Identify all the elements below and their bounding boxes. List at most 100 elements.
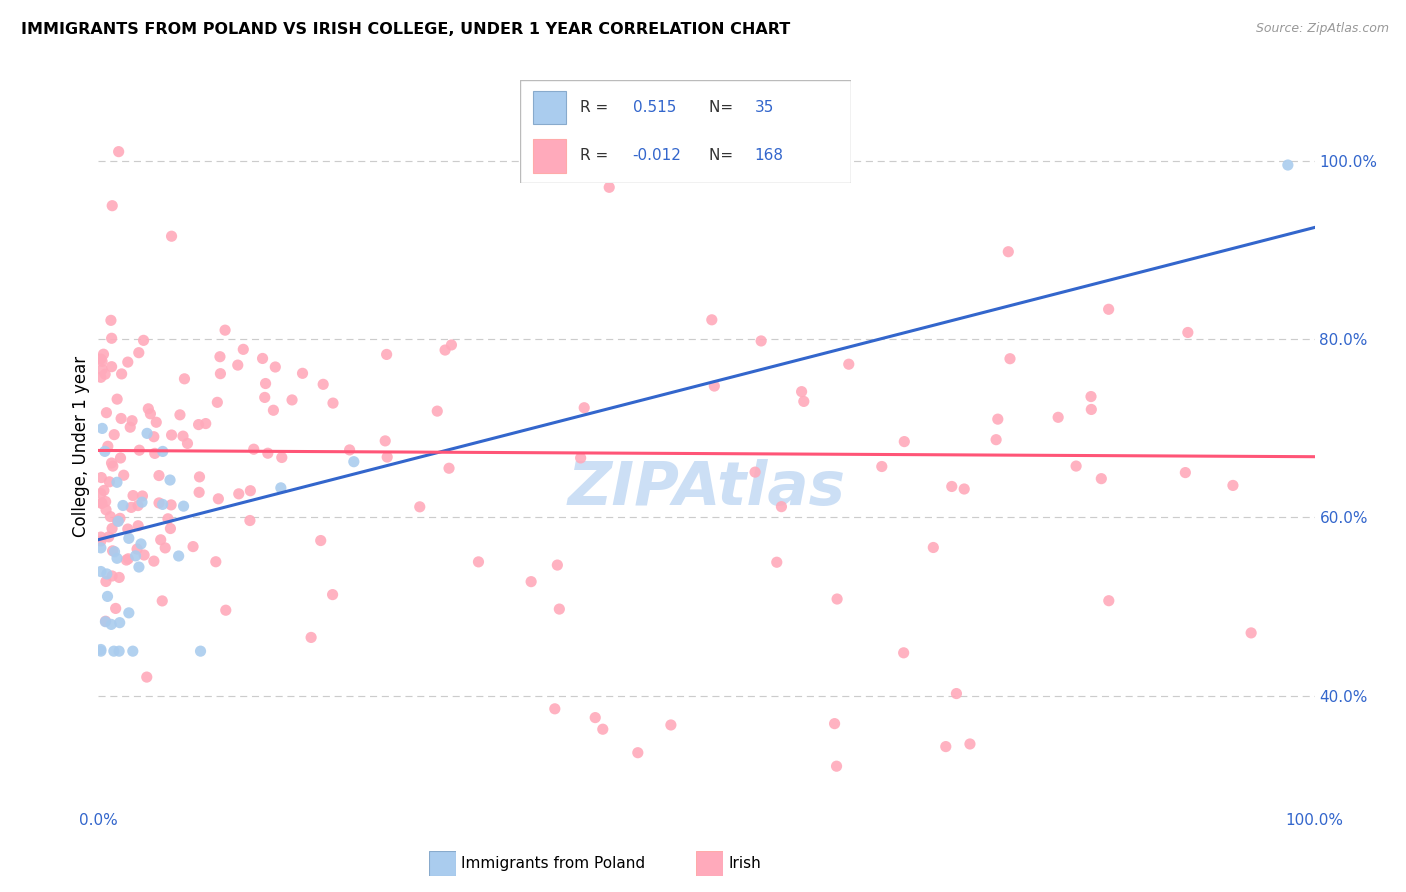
Bar [533,139,567,173]
Point [120,500,142,515]
Point [159,522,181,536]
Point [426,404,449,418]
Point [94,502,117,516]
Point [108,615,131,630]
Point [128,345,150,359]
Point [188,485,211,500]
Point [434,343,457,357]
Point [256,446,278,460]
Point [128,560,150,574]
Point [118,606,141,620]
Point [765,555,787,569]
Point [299,631,322,645]
Point [90,486,112,500]
Point [121,644,143,658]
Text: N=: N= [709,148,738,163]
Point [132,548,155,562]
Text: 0.515: 0.515 [633,100,676,115]
Point [226,358,249,372]
Point [90,534,112,549]
Point [120,420,142,434]
Point [270,481,292,495]
Point [959,737,981,751]
Point [546,558,568,572]
Point [322,588,344,602]
Point [94,615,117,629]
Point [953,482,976,496]
Point [343,455,366,469]
Point [262,403,284,417]
Point [104,601,127,615]
Point [90,496,112,510]
Point [108,644,131,658]
Point [1080,390,1102,404]
Point [142,430,165,444]
Point [838,357,860,371]
Point [93,347,115,361]
Point [172,429,194,443]
Point [190,644,212,658]
Point [94,614,117,628]
Point [90,642,112,657]
Point [1174,466,1197,480]
Point [467,555,489,569]
Point [935,739,957,754]
Text: N=: N= [709,100,738,115]
Point [232,343,254,357]
Text: R =: R = [579,100,613,115]
Point [744,465,766,479]
Point [148,468,170,483]
Point [142,554,165,568]
Point [135,670,157,684]
Text: -0.012: -0.012 [633,148,682,163]
Point [181,540,204,554]
Point [138,401,160,416]
Point [790,384,813,399]
Point [824,716,846,731]
Point [145,415,167,429]
Point [252,351,274,366]
Point [598,180,620,194]
Point [264,359,287,374]
Point [107,145,129,159]
Point [825,592,848,607]
Point [997,244,1019,259]
Point [208,350,231,364]
Point [105,551,128,566]
Point [111,367,134,381]
Point [100,313,122,327]
Point [160,229,183,244]
FancyBboxPatch shape [520,80,851,183]
Point [90,470,112,484]
Point [125,542,148,557]
Point [242,442,264,457]
Point [281,392,304,407]
Point [110,450,132,465]
Point [128,443,150,458]
Point [374,434,396,448]
Point [1240,626,1263,640]
Point [1047,410,1070,425]
Point [100,359,122,374]
Point [91,421,114,435]
Point [187,417,209,432]
Point [520,574,543,589]
Point [149,533,172,547]
Point [173,499,195,513]
Point [176,436,198,450]
Point [115,553,138,567]
Point [131,495,153,509]
Point [1080,402,1102,417]
Point [90,351,112,366]
Point [215,603,238,617]
Point [548,602,571,616]
Point [544,702,567,716]
Point [270,450,292,465]
Point [105,392,128,406]
Point [100,509,122,524]
Point [127,499,149,513]
Point [90,541,112,555]
Point [1090,472,1112,486]
Point [945,687,967,701]
Point [770,500,793,514]
